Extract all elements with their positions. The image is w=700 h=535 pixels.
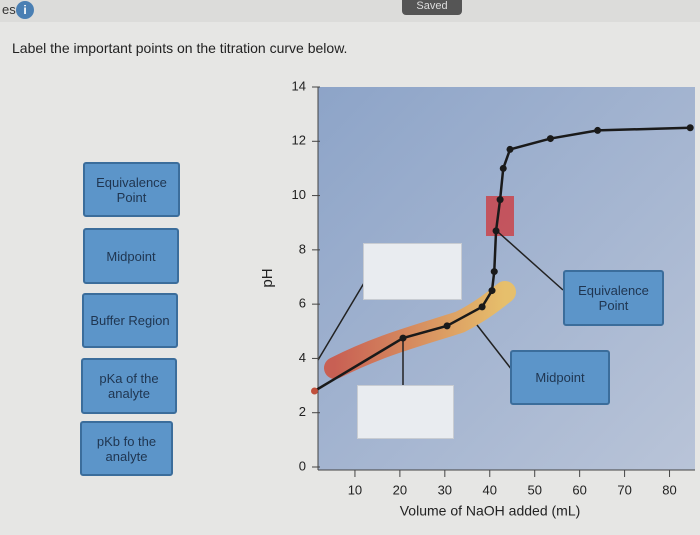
x-tick-label: 50 <box>527 482 541 497</box>
x-tick-label: 10 <box>348 482 362 497</box>
data-point <box>488 287 496 295</box>
leader-line <box>497 231 564 291</box>
data-point <box>686 124 694 132</box>
data-point <box>546 135 554 143</box>
leader-line <box>476 324 513 371</box>
instruction: Label the important points on the titrat… <box>12 40 348 56</box>
placed-label[interactable]: Equivalence Point <box>563 270 664 326</box>
data-point <box>499 164 507 172</box>
placed-label[interactable]: Midpoint <box>510 350 610 405</box>
data-point <box>310 387 318 395</box>
drop-zone[interactable] <box>357 385 454 439</box>
y-tick-label: 10 <box>292 187 306 202</box>
top-bar: es i Saved <box>0 0 700 22</box>
data-point <box>443 322 451 330</box>
y-tick-label: 14 <box>292 78 306 93</box>
y-tick-label: 4 <box>299 350 306 365</box>
y-tick-label: 6 <box>299 296 306 311</box>
x-axis-label: Volume of NaOH added (mL) <box>400 503 581 519</box>
x-tick-label: 30 <box>438 482 452 497</box>
x-tick-label: 60 <box>572 482 586 497</box>
drop-zone[interactable] <box>363 243 462 300</box>
data-point <box>594 126 602 134</box>
status-badge: Saved <box>402 0 462 15</box>
y-tick-label: 8 <box>299 241 306 256</box>
x-tick-label: 80 <box>662 482 676 497</box>
label-tile[interactable]: pKb fo the analyte <box>80 421 173 476</box>
x-tick-label: 40 <box>483 482 497 497</box>
y-tick-label: 12 <box>292 133 306 148</box>
label-tile[interactable]: Buffer Region <box>82 293 178 348</box>
label-tile[interactable]: pKa of the analyte <box>81 358 177 414</box>
data-point <box>496 196 504 204</box>
data-point <box>478 303 486 311</box>
data-point <box>399 334 407 342</box>
data-point <box>490 268 498 276</box>
label-tile[interactable]: Equivalence Point <box>83 162 180 217</box>
data-point <box>492 227 500 235</box>
y-tick-label: 2 <box>299 404 306 419</box>
label-tile[interactable]: Midpoint <box>83 228 179 284</box>
x-tick-label: 70 <box>617 482 631 497</box>
x-tick-label: 20 <box>393 482 407 497</box>
y-tick-label: 0 <box>299 458 306 473</box>
tab-text: es <box>2 2 16 17</box>
y-axis-label: pH <box>259 268 276 287</box>
info-icon[interactable]: i <box>16 1 34 19</box>
data-point <box>506 145 514 153</box>
leader-line <box>317 282 365 361</box>
